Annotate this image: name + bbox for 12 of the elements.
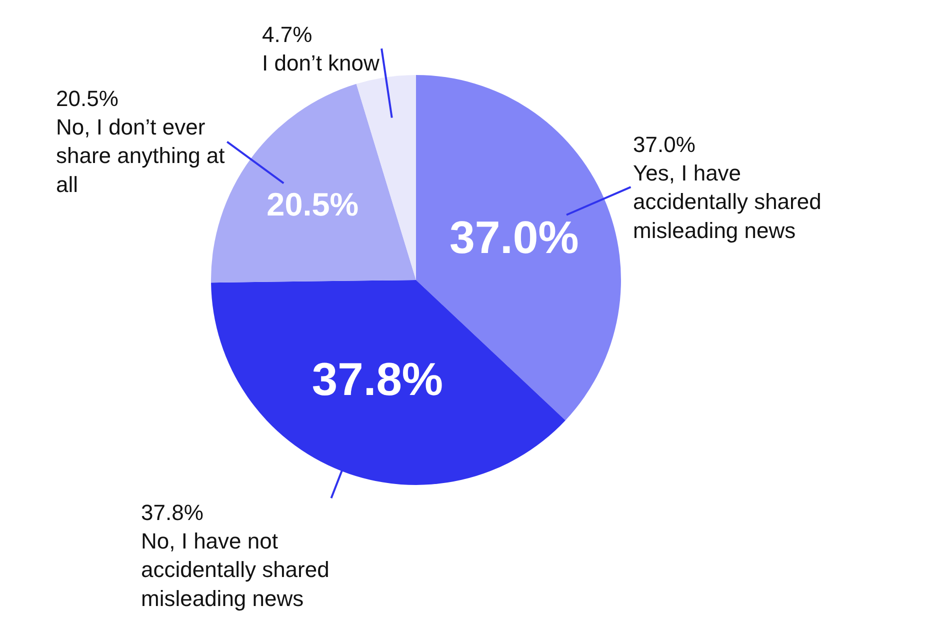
slice-label: I don’t know <box>262 50 380 76</box>
text: 37.0% <box>633 132 696 157</box>
text: 4.7% <box>262 22 312 47</box>
slice-label: Yes, I have accidentally shared misleading news <box>633 160 822 243</box>
data-label: 37.0% <box>449 212 579 264</box>
text: 37.8% <box>141 500 204 525</box>
data-label: 37.8% <box>312 353 444 406</box>
data-label: 20.5% <box>266 186 359 222</box>
text: 20.5% <box>56 86 118 111</box>
slice-label: No, I have not accidentally shared misleading news <box>141 528 330 611</box>
pie-slice <box>356 75 416 280</box>
slice-label: No, I don’t ever share anything at all <box>56 114 225 197</box>
